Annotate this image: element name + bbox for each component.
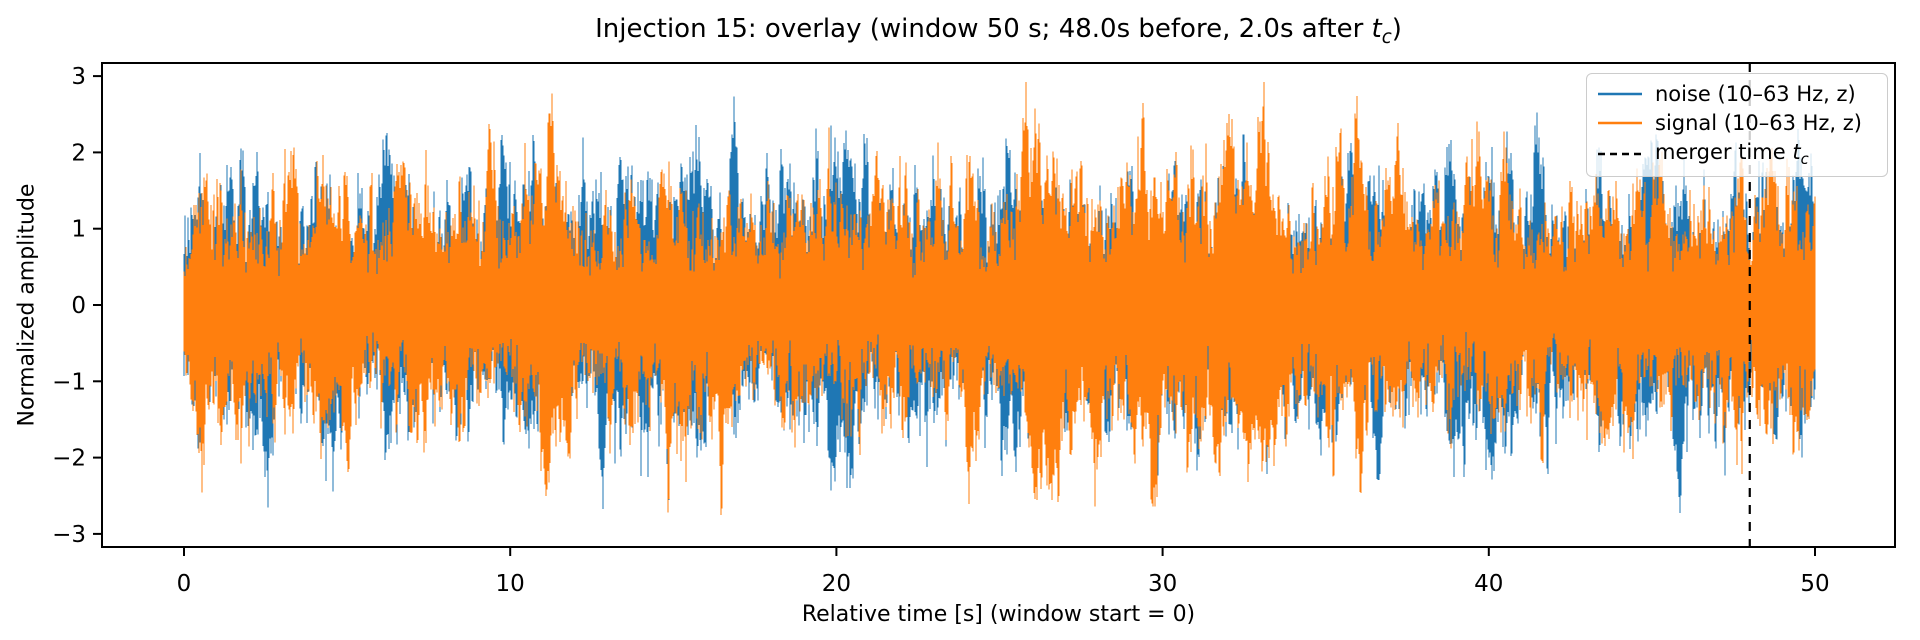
chart-title: Injection 15: overlay (window 50 s; 48.0… (102, 14, 1895, 48)
legend-dashed-line-sample (1598, 152, 1642, 156)
legend-line-sample (1598, 121, 1642, 125)
chart-title-suffix: ) (1391, 14, 1402, 44)
chart-title-text: Injection 15: overlay (window 50 s; 48.0… (595, 14, 1372, 44)
legend: noise (10–63 Hz, z) signal (10–63 Hz, z) m… (1586, 73, 1888, 177)
legend-line-sample (1598, 92, 1642, 95)
x-tick-label: 50 (1800, 571, 1829, 597)
signal-series-path (183, 82, 1816, 515)
y-tick-label: −2 (52, 446, 86, 472)
legend-item-label: noise (10–63 Hz, z) (1655, 81, 1856, 106)
y-tick-label: 2 (71, 140, 86, 166)
legend-item-label: signal (10–63 Hz, z) (1655, 110, 1862, 135)
x-tick-label: 40 (1474, 571, 1503, 597)
legend-item-label: merger time tc (1655, 140, 1809, 169)
y-tick-label: 0 (71, 293, 86, 319)
y-axis-label: Normalized amplitude (14, 183, 40, 427)
x-tick-label: 0 (177, 571, 192, 597)
legend-item: noise (10–63 Hz, z) (1597, 82, 1877, 106)
y-tick-label: −3 (52, 522, 86, 548)
y-tick-label: 3 (71, 64, 86, 90)
legend-item: signal (10–63 Hz, z) (1597, 111, 1877, 135)
legend-item: merger time tc (1597, 140, 1877, 168)
x-axis-label: Relative time [s] (window start = 0) (801, 602, 1196, 627)
y-tick-label: 1 (71, 217, 86, 243)
merger-time-symbol: tc (1371, 14, 1392, 49)
y-tick-label: −1 (52, 369, 86, 395)
x-tick-label: 30 (1148, 571, 1177, 597)
x-tick-label: 20 (822, 571, 851, 597)
x-tick-label: 10 (496, 571, 525, 597)
